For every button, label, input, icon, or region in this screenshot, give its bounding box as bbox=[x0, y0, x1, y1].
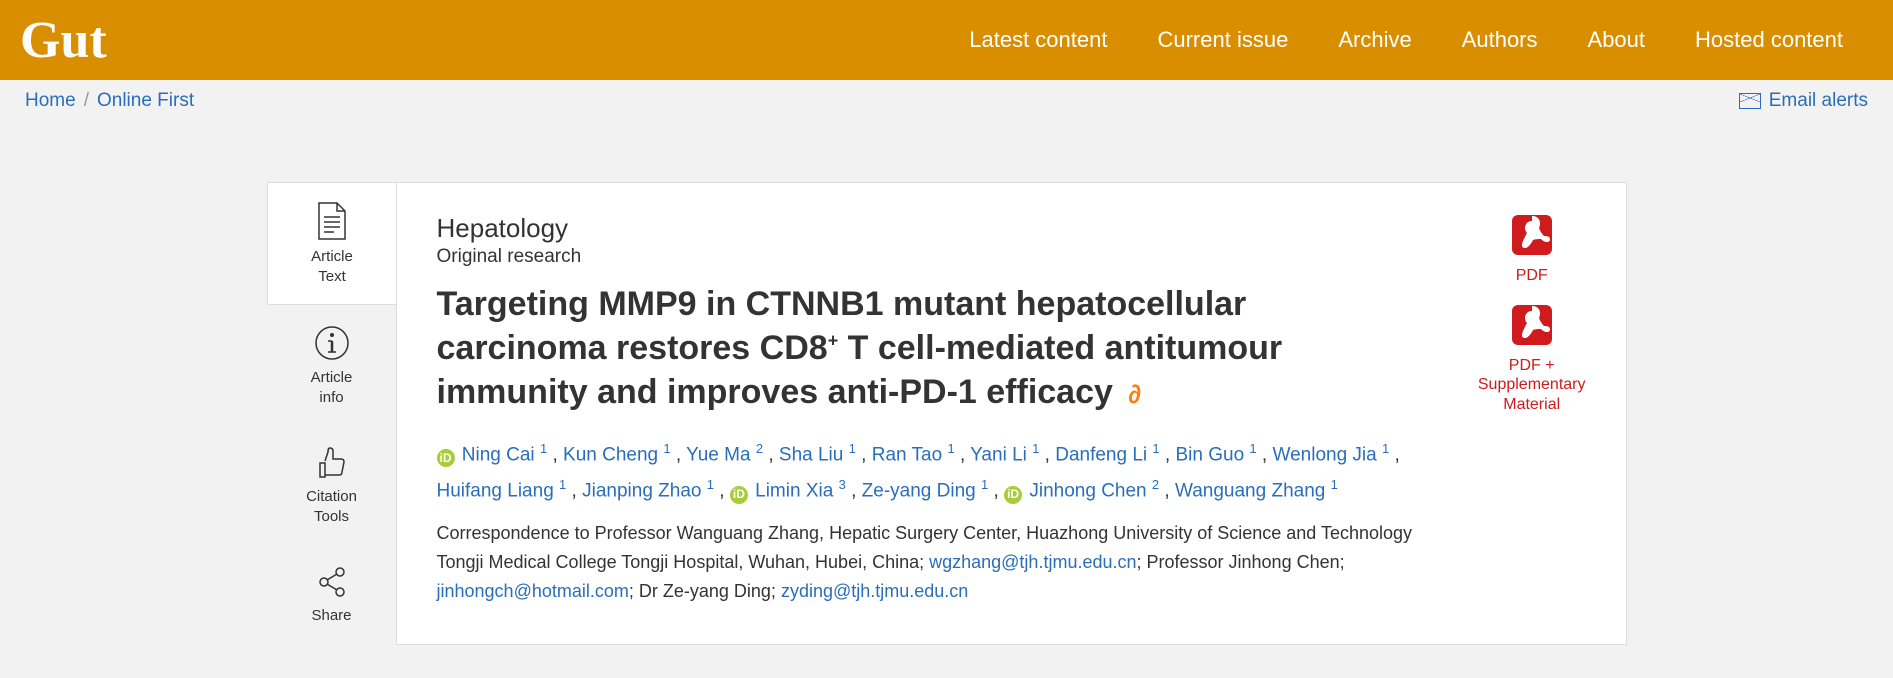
author-link[interactable]: Wenlong Jia bbox=[1273, 444, 1377, 465]
primary-nav: Latest content Current issue Archive Aut… bbox=[969, 27, 1873, 53]
site-logo[interactable]: Gut bbox=[20, 11, 107, 70]
author-affiliation: 1 bbox=[1331, 477, 1338, 492]
breadcrumb-bar: Home / Online First Email alerts bbox=[0, 80, 1893, 122]
pdf-downloads: PDF PDF +SupplementaryMaterial bbox=[1478, 213, 1586, 432]
document-icon bbox=[315, 201, 349, 241]
article-subtype: Original research bbox=[437, 246, 1586, 268]
author-affiliation: 1 bbox=[1152, 441, 1159, 456]
thumbs-up-icon bbox=[314, 445, 350, 481]
breadcrumb-section[interactable]: Online First bbox=[97, 90, 194, 112]
author-list: iD Ning Cai 1 , Kun Cheng 1 , Yue Ma 2 ,… bbox=[437, 437, 1417, 510]
pdf-icon bbox=[1510, 303, 1554, 347]
author-affiliation: 1 bbox=[663, 441, 670, 456]
author-affiliation: 1 bbox=[947, 441, 954, 456]
pdf-icon bbox=[1510, 213, 1554, 257]
nav-latest-content[interactable]: Latest content bbox=[969, 27, 1107, 53]
email-alerts-link[interactable]: Email alerts bbox=[1739, 90, 1868, 112]
tab-citation-tools[interactable]: Citation Tools bbox=[267, 426, 397, 545]
tab-share[interactable]: Share bbox=[267, 545, 397, 645]
breadcrumb-separator: / bbox=[84, 90, 89, 112]
author-link[interactable]: Ran Tao bbox=[872, 444, 942, 465]
tab-article-text[interactable]: Article Text bbox=[267, 182, 397, 305]
author-link[interactable]: Ning Cai bbox=[462, 444, 535, 465]
orcid-icon: iD bbox=[730, 486, 748, 504]
author-link[interactable]: Ze-yang Ding bbox=[862, 480, 976, 501]
author-affiliation: 1 bbox=[849, 441, 856, 456]
pdf-supplementary-download[interactable]: PDF +SupplementaryMaterial bbox=[1478, 303, 1586, 414]
tab-label: Share bbox=[278, 606, 386, 626]
pdf-supp-label: PDF +SupplementaryMaterial bbox=[1478, 356, 1586, 414]
author-link[interactable]: Kun Cheng bbox=[563, 444, 658, 465]
author-affiliation: 1 bbox=[1249, 441, 1256, 456]
pdf-label: PDF bbox=[1478, 266, 1586, 285]
nav-hosted-content[interactable]: Hosted content bbox=[1695, 27, 1843, 53]
author-affiliation: 3 bbox=[839, 477, 846, 492]
author-link[interactable]: Jinhong Chen bbox=[1029, 480, 1146, 501]
info-icon bbox=[313, 324, 351, 362]
orcid-icon: iD bbox=[1004, 486, 1022, 504]
share-icon bbox=[314, 564, 350, 600]
open-access-icon: ∂ bbox=[1128, 379, 1141, 409]
article-title: Targeting MMP9 in CTNNB1 mutant hepatoce… bbox=[437, 282, 1337, 415]
mail-icon bbox=[1739, 93, 1761, 109]
corr-email-3[interactable]: zyding@tjh.tjmu.edu.cn bbox=[781, 581, 968, 601]
author-affiliation: 2 bbox=[756, 441, 763, 456]
author-link[interactable]: Limin Xia bbox=[755, 480, 833, 501]
author-link[interactable]: Jianping Zhao bbox=[582, 480, 701, 501]
breadcrumb-home[interactable]: Home bbox=[25, 90, 76, 112]
nav-about[interactable]: About bbox=[1588, 27, 1646, 53]
author-link[interactable]: Yue Ma bbox=[686, 444, 750, 465]
orcid-icon: iD bbox=[437, 449, 455, 467]
article-content: Hepatology Original research Targeting M… bbox=[396, 182, 1627, 645]
nav-archive[interactable]: Archive bbox=[1338, 27, 1411, 53]
nav-authors[interactable]: Authors bbox=[1462, 27, 1538, 53]
corr-email-2[interactable]: jinhongch@hotmail.com bbox=[437, 581, 629, 601]
author-link[interactable]: Wanguang Zhang bbox=[1175, 480, 1325, 501]
article-category: Hepatology bbox=[437, 213, 1586, 244]
correspondence: Correspondence to Professor Wanguang Zha… bbox=[437, 519, 1417, 605]
site-header: Gut Latest content Current issue Archive… bbox=[0, 0, 1893, 80]
nav-current-issue[interactable]: Current issue bbox=[1157, 27, 1288, 53]
article-sidebar: Article Text Article info Citation Tools… bbox=[267, 182, 397, 645]
author-link[interactable]: Huifang Liang bbox=[437, 480, 554, 501]
author-link[interactable]: Danfeng Li bbox=[1055, 444, 1147, 465]
author-link[interactable]: Yani Li bbox=[970, 444, 1027, 465]
author-affiliation: 1 bbox=[707, 477, 714, 492]
author-link[interactable]: Sha Liu bbox=[779, 444, 843, 465]
tab-label: Article Text bbox=[278, 247, 387, 286]
corr-email-1[interactable]: wgzhang@tjh.tjmu.edu.cn bbox=[929, 552, 1136, 572]
main-container: Article Text Article info Citation Tools… bbox=[267, 182, 1627, 645]
pdf-download[interactable]: PDF bbox=[1478, 213, 1586, 285]
tab-article-info[interactable]: Article info bbox=[267, 305, 397, 426]
tab-label: Citation Tools bbox=[278, 487, 386, 526]
tab-label: Article info bbox=[278, 368, 386, 407]
email-alerts-label: Email alerts bbox=[1769, 90, 1868, 112]
author-link[interactable]: Bin Guo bbox=[1175, 444, 1244, 465]
